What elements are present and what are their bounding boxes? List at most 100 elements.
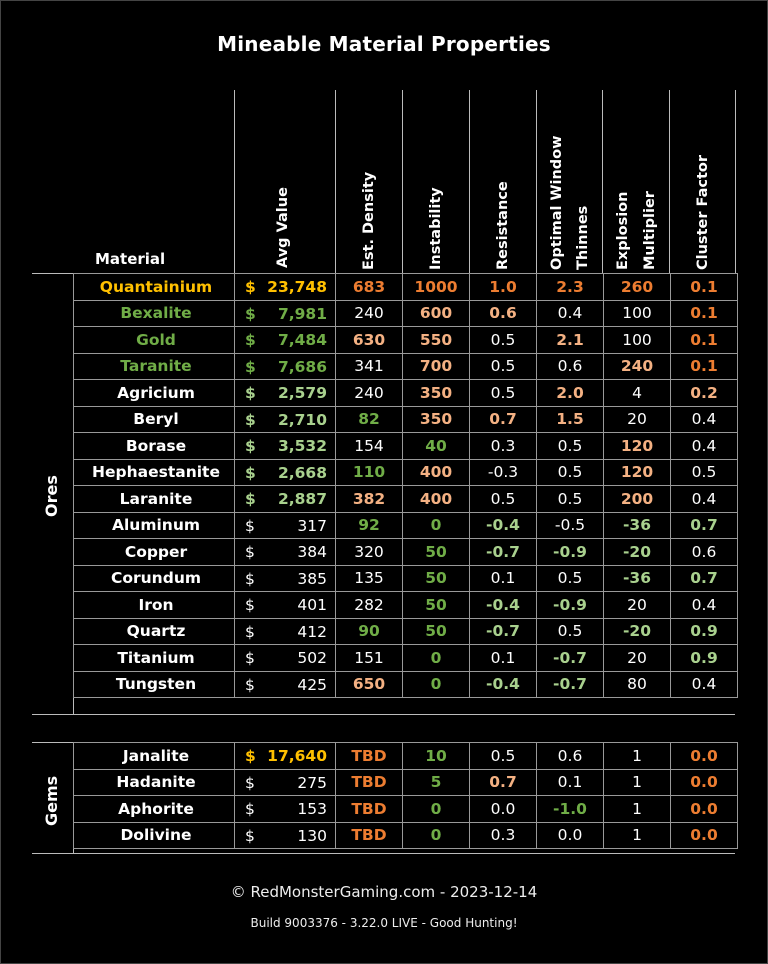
avg-value: 2,887 xyxy=(277,490,327,508)
optimal-window-cell: 0.5 xyxy=(536,458,604,486)
currency-symbol: $ xyxy=(245,543,255,561)
est-density-cell: 630 xyxy=(335,326,403,354)
resistance-cell: 0.5 xyxy=(469,326,537,354)
instability-cell: 0 xyxy=(402,670,470,698)
table-row: Hadanite $275 TBD 5 0.7 0.1 1 0.0 xyxy=(73,768,738,796)
material-name: Borase xyxy=(73,432,235,460)
avg-value: 401 xyxy=(297,596,327,614)
cluster-factor-cell: 0.0 xyxy=(670,795,738,823)
material-name: Copper xyxy=(73,538,235,566)
table-row: Janalite $17,640 TBD 10 0.5 0.6 1 0.0 xyxy=(73,742,738,770)
instability-cell: 50 xyxy=(402,617,470,645)
explosion-multiplier-cell: 120 xyxy=(603,432,671,460)
table-row: Hephaestanite $2,668 110 400 -0.3 0.5 120 0.5 xyxy=(73,458,738,486)
material-name: Tungsten xyxy=(73,670,235,698)
header-divider xyxy=(234,90,235,273)
explosion-multiplier-cell: -36 xyxy=(603,564,671,592)
table-row: Quantainium $23,748 683 1000 1.0 2.3 260 0.1 xyxy=(73,273,738,301)
cluster-factor-cell: 0.1 xyxy=(670,299,738,327)
resistance-cell: 0.6 xyxy=(469,299,537,327)
cluster-factor-cell: 0.4 xyxy=(670,591,738,619)
explosion-multiplier-cell: 120 xyxy=(603,458,671,486)
avg-value: 317 xyxy=(297,516,327,535)
currency-symbol: $ xyxy=(245,826,255,845)
table-row: Borase $3,532 154 40 0.3 0.5 120 0.4 xyxy=(73,432,738,460)
optimal-window-cell: -0.9 xyxy=(536,591,604,619)
explosion-multiplier-cell: 20 xyxy=(603,644,671,672)
est-density-cell: 92 xyxy=(335,511,403,539)
column-header-material: Material xyxy=(95,250,166,268)
currency-symbol: $ xyxy=(245,773,255,792)
optimal-window-cell: 0.4 xyxy=(536,299,604,327)
explosion-multiplier-cell: 80 xyxy=(603,670,671,698)
table-row: Agricium $2,579 240 350 0.5 2.0 4 0.2 xyxy=(73,379,738,407)
explosion-multiplier-cell: 100 xyxy=(603,326,671,354)
cluster-factor-cell: 0.0 xyxy=(670,768,738,796)
explosion-multiplier-cell: -36 xyxy=(603,511,671,539)
currency-symbol: $ xyxy=(245,516,255,535)
currency-symbol: $ xyxy=(245,649,255,667)
explosion-multiplier-cell: 240 xyxy=(603,352,671,380)
optimal-window-cell: 0.5 xyxy=(536,617,604,645)
instability-cell: 1000 xyxy=(402,273,470,301)
column-header-cluster-factor: Cluster Factor xyxy=(695,154,711,270)
currency-symbol: $ xyxy=(245,278,256,296)
est-density-cell: 240 xyxy=(335,299,403,327)
avg-value-cell: $2,887 xyxy=(234,485,336,513)
est-density-cell: 135 xyxy=(335,564,403,592)
page-title: Mineable Material Properties xyxy=(217,32,551,56)
avg-value-cell: $7,686 xyxy=(234,352,336,380)
column-header-explosion-line1: Explosion xyxy=(615,191,631,270)
optimal-window-cell: 2.3 xyxy=(536,273,604,301)
currency-symbol: $ xyxy=(245,437,256,455)
table-row: Copper $384 320 50 -0.7 -0.9 -20 0.6 xyxy=(73,538,738,566)
avg-value-cell: $7,981 xyxy=(234,299,336,327)
avg-value-cell: $2,579 xyxy=(234,379,336,407)
table-row: Aluminum $317 92 0 -0.4 -0.5 -36 0.7 xyxy=(73,511,738,539)
resistance-cell: -0.4 xyxy=(469,511,537,539)
resistance-cell: 0.0 xyxy=(469,795,537,823)
explosion-multiplier-cell: 100 xyxy=(603,299,671,327)
column-header-est-density: Est. Density xyxy=(361,171,377,270)
material-name: Taranite xyxy=(73,352,235,380)
header-divider xyxy=(335,90,336,273)
gems-bottom-line xyxy=(32,853,735,854)
column-header-optimal-window-line2: Thinnes xyxy=(575,205,591,270)
optimal-window-cell: -0.7 xyxy=(536,644,604,672)
avg-value-cell: $130 xyxy=(234,821,336,849)
instability-cell: 50 xyxy=(402,564,470,592)
column-header-optimal-window-line1: Optimal Window xyxy=(549,135,565,270)
cluster-factor-cell: 0.1 xyxy=(670,273,738,301)
cluster-factor-cell: 0.9 xyxy=(670,644,738,672)
cluster-factor-cell: 0.0 xyxy=(670,742,738,770)
est-density-cell: 650 xyxy=(335,670,403,698)
optimal-window-cell: -0.9 xyxy=(536,538,604,566)
optimal-window-cell: 2.0 xyxy=(536,379,604,407)
avg-value-cell: $17,640 xyxy=(234,742,336,770)
instability-cell: 600 xyxy=(402,299,470,327)
header-divider xyxy=(402,90,403,273)
explosion-multiplier-cell: -20 xyxy=(603,617,671,645)
explosion-multiplier-cell: 200 xyxy=(603,485,671,513)
material-name: Hephaestanite xyxy=(73,458,235,486)
resistance-cell: 0.5 xyxy=(469,742,537,770)
avg-value: 502 xyxy=(297,649,327,667)
material-name: Gold xyxy=(73,326,235,354)
material-name: Iron xyxy=(73,591,235,619)
material-name: Aluminum xyxy=(73,511,235,539)
material-name: Agricium xyxy=(73,379,235,407)
cluster-factor-cell: 0.7 xyxy=(670,511,738,539)
est-density-cell: 683 xyxy=(335,273,403,301)
material-name: Quantainium xyxy=(73,273,235,301)
est-density-cell: 110 xyxy=(335,458,403,486)
resistance-cell: 0.5 xyxy=(469,485,537,513)
table-row: Bexalite $7,981 240 600 0.6 0.4 100 0.1 xyxy=(73,299,738,327)
table-row: Tungsten $425 650 0 -0.4 -0.7 80 0.4 xyxy=(73,670,738,698)
group-label-gems: Gems xyxy=(42,775,61,826)
explosion-multiplier-cell: 20 xyxy=(603,405,671,433)
avg-value: 153 xyxy=(297,800,327,818)
instability-cell: 400 xyxy=(402,458,470,486)
currency-symbol: $ xyxy=(245,304,256,323)
est-density-cell: TBD xyxy=(335,821,403,849)
currency-symbol: $ xyxy=(245,800,255,818)
